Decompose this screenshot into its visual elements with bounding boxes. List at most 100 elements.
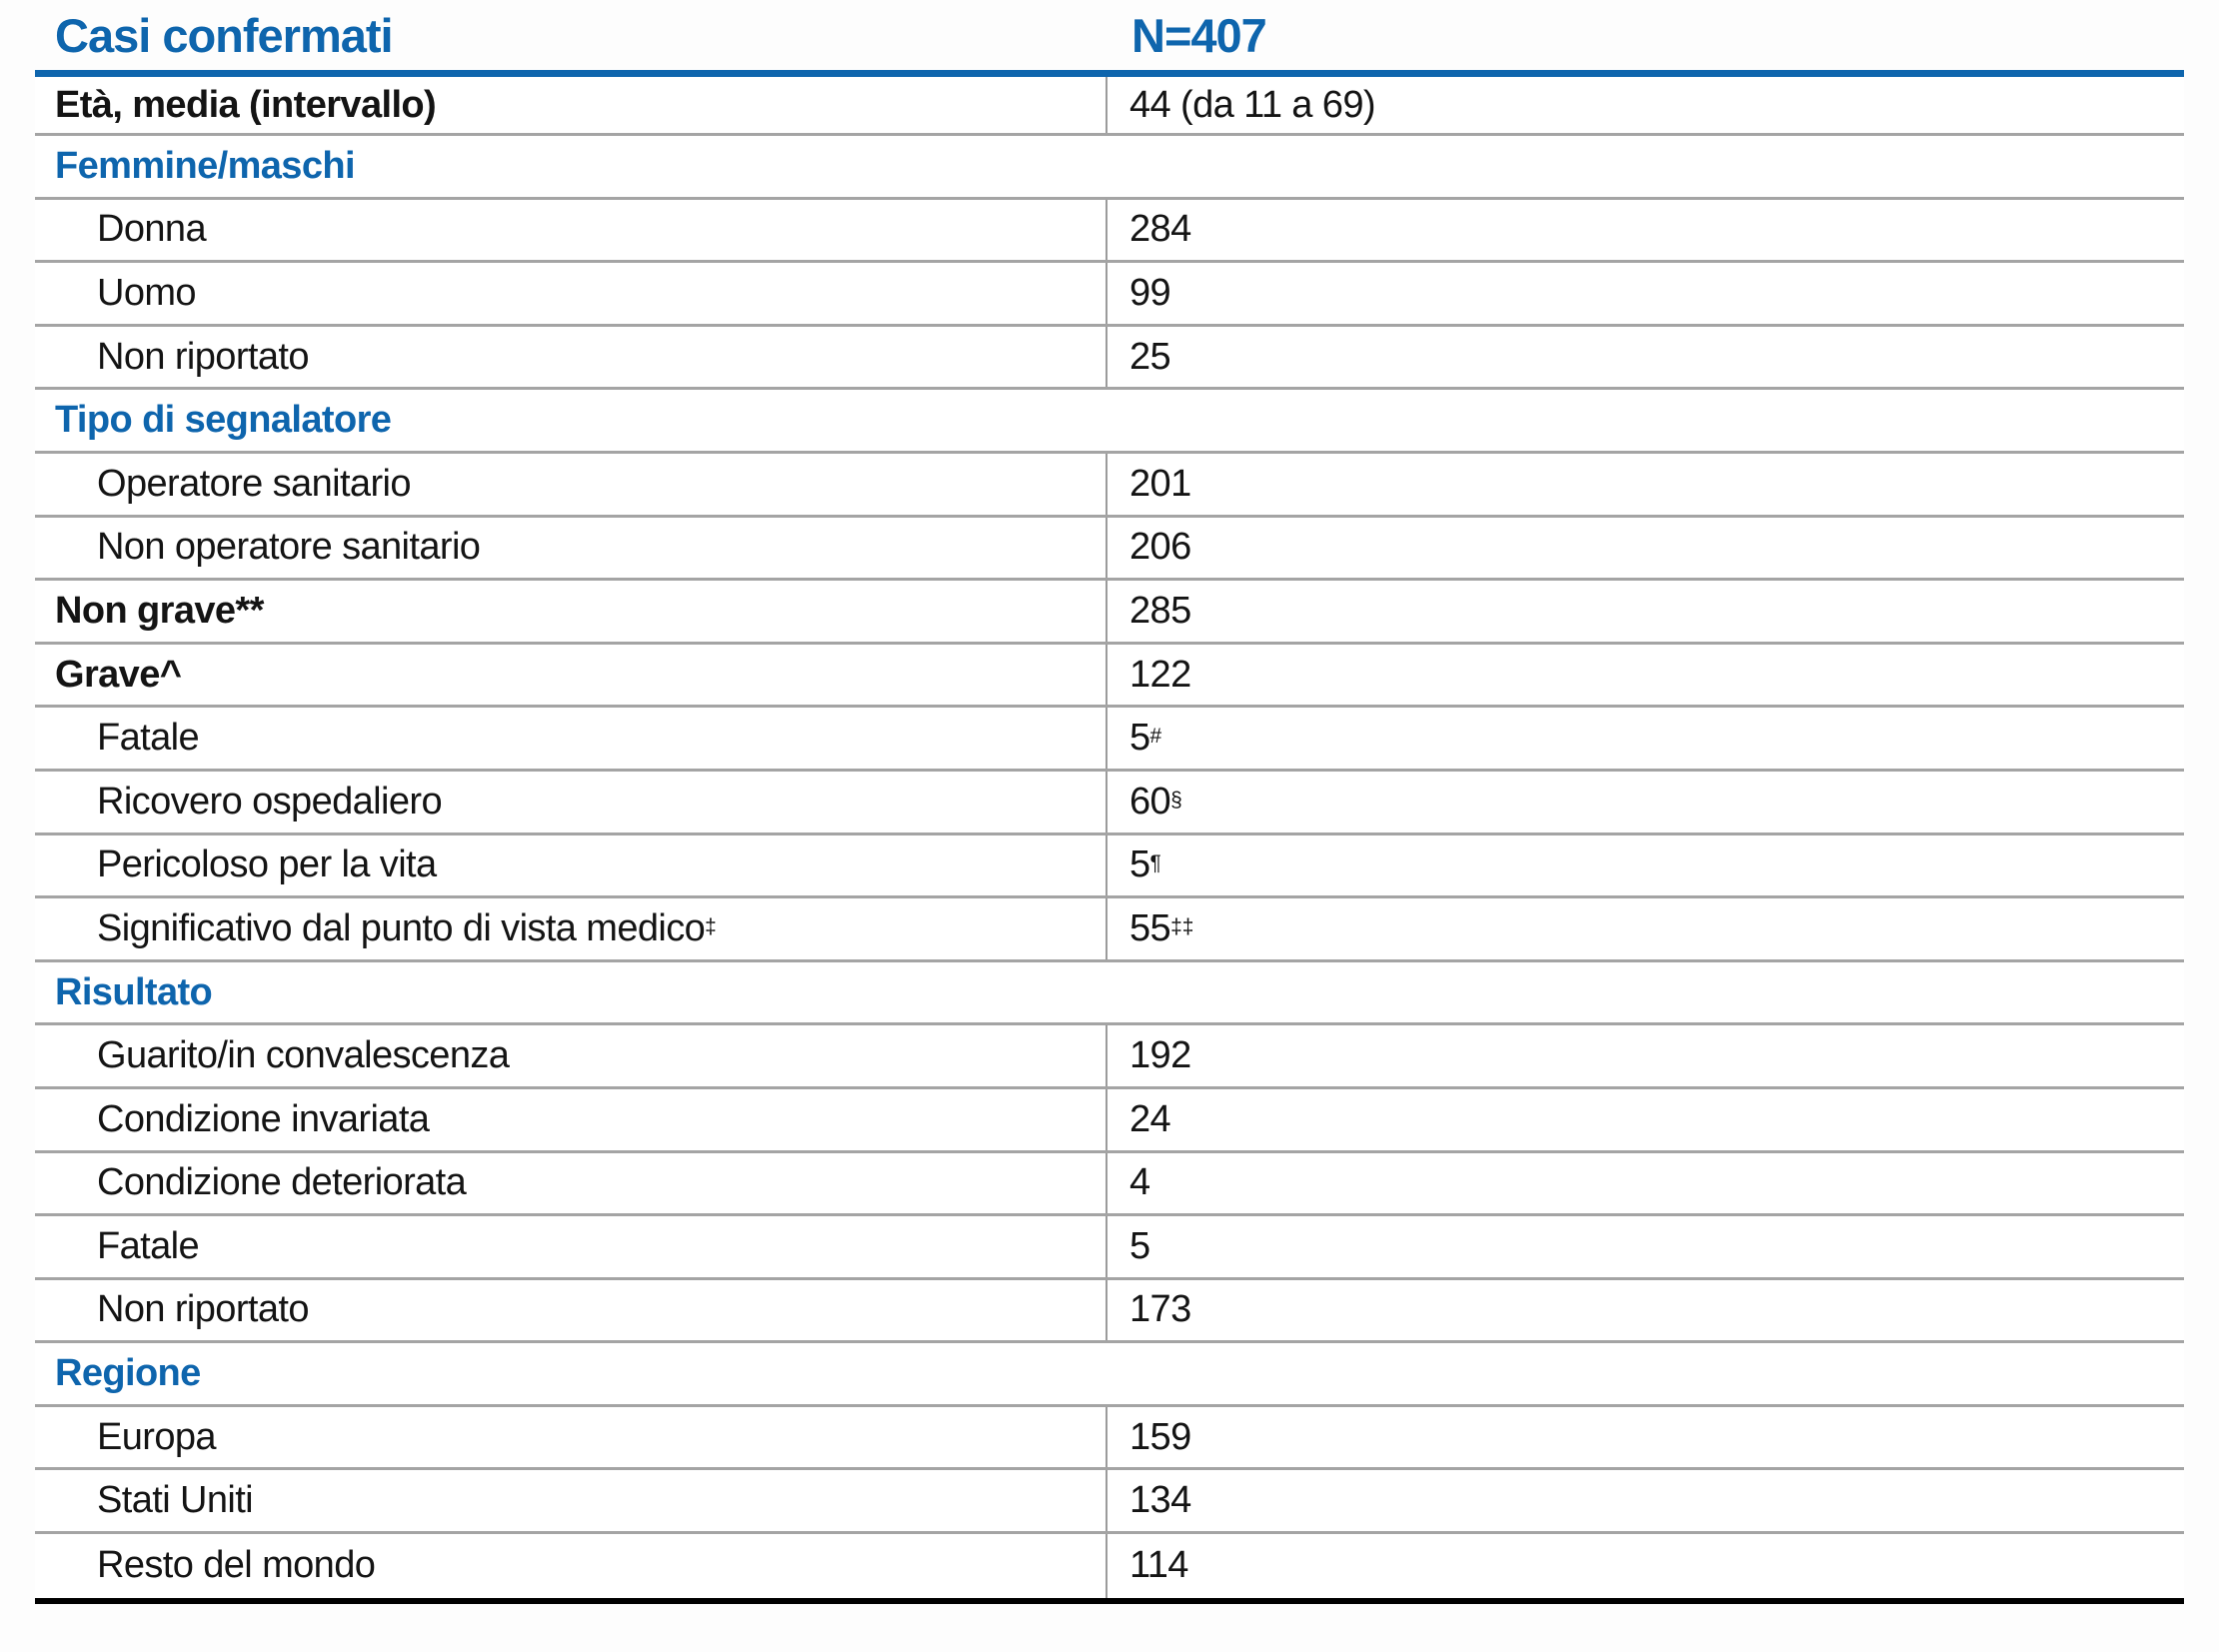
row-value: 5 — [1129, 1224, 1150, 1267]
table-body: Età, media (intervallo) 44 (da 11 a 69) … — [35, 77, 2184, 1604]
table-row: Ricovero ospedaliero 60 § — [35, 771, 2184, 835]
row-label: Grave^ — [55, 653, 182, 696]
table-row: Significativo dal punto di vista medico ‡… — [35, 898, 2184, 962]
table-header-count-cell: N=407 — [1110, 8, 1267, 63]
row-label: Non operatore sanitario — [97, 526, 481, 569]
table-header-row: Casi confermati N=407 — [35, 0, 2184, 70]
row-label-cell: Non operatore sanitario — [35, 517, 1108, 579]
table-row: Non grave** 285 — [35, 581, 2184, 645]
row-value-cell: 114 — [1108, 1534, 2184, 1598]
row-value-cell: 44 (da 11 a 69) — [1108, 77, 2184, 133]
row-label: Guarito/in convalescenza — [97, 1034, 510, 1077]
row-label: Condizione deteriorata — [97, 1161, 467, 1204]
row-value-cell: 4 — [1108, 1153, 2184, 1214]
section-row: Femmine/maschi — [35, 136, 2184, 200]
row-label-cell: Età, media (intervallo) — [35, 77, 1108, 133]
row-value-cell: 55 ‡‡ — [1129, 906, 1194, 949]
table-row: Non operatore sanitario 206 — [35, 517, 2184, 582]
row-value: 44 (da 11 a 69) — [1129, 83, 1376, 126]
row-value: 5 — [1129, 843, 1150, 886]
table-row: Condizione deteriorata 4 — [35, 1152, 2184, 1217]
row-value-cell: 173 — [1108, 1280, 2184, 1341]
row-value-cell: 192 — [1108, 1025, 2184, 1086]
row-label-cell: Operatore sanitario — [35, 453, 1108, 515]
row-value: 60 — [1129, 780, 1171, 823]
row-label-cell: Tipo di segnalatore — [35, 390, 2184, 451]
row-value-cell: 5 # — [1129, 717, 1162, 760]
row-label-cell: Condizione deteriorata — [35, 1152, 1108, 1214]
row-value: 5 — [1129, 717, 1150, 760]
row-label: Pericoloso per la vita — [97, 843, 437, 886]
table-row: Fatale 5 # — [35, 708, 2184, 772]
row-label-cell: Resto del mondo — [35, 1534, 1108, 1598]
row-value: 99 — [1129, 271, 1171, 314]
row-value-cell: 206 — [1108, 518, 2184, 579]
row-value: 114 — [1129, 1544, 1188, 1587]
row-value-cell: 122 — [1108, 645, 2184, 706]
row-value-cell: 99 — [1108, 263, 2184, 324]
row-label-cell: Grave^ — [35, 644, 1108, 706]
row-value: 4 — [1129, 1161, 1150, 1204]
row-value-cell: 134 — [1108, 1470, 2184, 1531]
row-label-cell: Pericoloso per la vita — [35, 834, 1108, 896]
table-title: Casi confermati — [55, 8, 394, 62]
row-label: Uomo — [97, 271, 197, 314]
table-row: Pericoloso per la vita 5 ¶ — [35, 834, 2184, 899]
table-row: Donna 284 — [35, 199, 2184, 264]
row-label: Non riportato — [97, 1288, 309, 1331]
row-value: 159 — [1129, 1415, 1191, 1458]
row-label: Età, media (intervallo) — [55, 83, 437, 126]
row-label: Non riportato — [97, 335, 309, 378]
row-label: Operatore sanitario — [97, 462, 411, 505]
table-row: Operatore sanitario 201 — [35, 453, 2184, 518]
confirmed-cases-table: Casi confermati N=407 Età, media (interv… — [35, 0, 2184, 1604]
row-label: Risultato — [55, 970, 213, 1013]
section-row: Risultato — [35, 961, 2184, 1026]
row-value: 201 — [1129, 462, 1191, 505]
table-row: Fatale 5 — [35, 1216, 2184, 1280]
row-label: Fatale — [97, 1224, 200, 1267]
row-label: Significativo dal punto di vista medico — [97, 906, 706, 949]
row-value-cell: 5 — [1108, 1216, 2184, 1277]
row-value: 25 — [1129, 335, 1171, 378]
row-value-cell: 25 — [1108, 327, 2184, 388]
row-label: Donna — [97, 208, 207, 251]
row-label-cell: Non riportato — [35, 1279, 1108, 1341]
table-count: N=407 — [1131, 8, 1267, 62]
row-value: 55 — [1129, 906, 1171, 949]
row-label-cell: Europa — [35, 1406, 1108, 1468]
table-row: Guarito/in convalescenza 192 — [35, 1025, 2184, 1089]
row-value: 134 — [1129, 1479, 1191, 1522]
row-value-cell: 159 — [1108, 1407, 2184, 1468]
row-label-cell: Non riportato — [35, 326, 1108, 388]
row-label-cell: Stati Uniti — [35, 1470, 1108, 1532]
row-label: Resto del mondo — [97, 1544, 376, 1587]
row-label-cell: Guarito/in convalescenza — [35, 1025, 1108, 1086]
row-value: 206 — [1129, 526, 1191, 569]
row-label-cell: Condizione invariata — [35, 1088, 1108, 1150]
row-value: 173 — [1129, 1288, 1191, 1331]
row-value-cell: 60 § — [1129, 780, 1182, 823]
section-row: Regione — [35, 1343, 2184, 1407]
header-divider-rule — [35, 70, 2184, 77]
row-label-cell: Femmine/maschi — [35, 136, 2184, 197]
row-label: Regione — [55, 1352, 201, 1395]
row-value: 122 — [1129, 653, 1191, 696]
section-row: Tipo di segnalatore — [35, 390, 2184, 454]
row-label-cell: Regione — [35, 1343, 2184, 1404]
table-row: Resto del mondo 114 — [35, 1534, 2184, 1598]
row-label-cell: Uomo — [35, 263, 1108, 324]
row-value-cell: 201 — [1108, 454, 2184, 515]
row-value: 192 — [1129, 1034, 1191, 1077]
table-row: Non riportato 173 — [35, 1279, 2184, 1344]
table-row: Età, media (intervallo) 44 (da 11 a 69) — [35, 77, 2184, 136]
row-label: Non grave** — [55, 589, 264, 632]
table-header-label-cell: Casi confermati — [35, 8, 1110, 63]
row-value: 24 — [1129, 1097, 1171, 1140]
table-row: Grave^ 122 — [35, 644, 2184, 709]
row-label: Stati Uniti — [97, 1479, 254, 1522]
row-label: Ricovero ospedaliero — [97, 780, 443, 823]
row-label: Europa — [97, 1415, 217, 1458]
row-label: Femmine/maschi — [55, 144, 356, 187]
row-label-cell: Donna — [35, 199, 1108, 261]
